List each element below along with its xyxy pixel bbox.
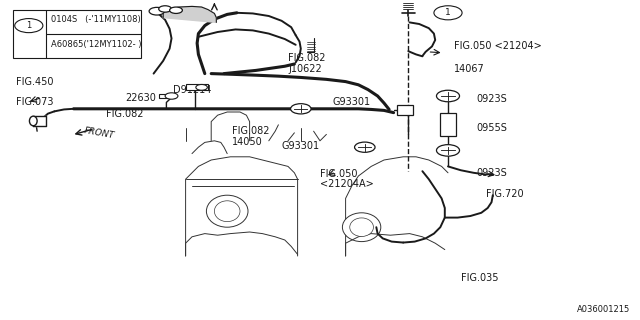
Text: G93301: G93301 <box>333 97 371 108</box>
Circle shape <box>434 6 462 20</box>
Text: A036001215: A036001215 <box>577 305 630 314</box>
Circle shape <box>436 90 460 102</box>
Bar <box>159 94 175 98</box>
Text: 1: 1 <box>445 8 451 17</box>
Polygon shape <box>163 6 216 22</box>
Circle shape <box>15 19 43 33</box>
Bar <box>440 113 456 136</box>
Circle shape <box>165 93 178 99</box>
Ellipse shape <box>342 213 381 242</box>
Text: A60865('12MY1102- ): A60865('12MY1102- ) <box>51 40 141 49</box>
Circle shape <box>149 7 164 15</box>
Text: FIG.082: FIG.082 <box>288 52 326 63</box>
Text: 0104S   (-'11MY1108): 0104S (-'11MY1108) <box>51 15 141 24</box>
Text: 1: 1 <box>26 21 31 30</box>
Text: FIG.073: FIG.073 <box>16 97 54 108</box>
Ellipse shape <box>206 195 248 227</box>
Text: 0923S: 0923S <box>477 94 508 104</box>
Text: FRONT: FRONT <box>83 126 115 140</box>
Bar <box>13 10 141 58</box>
Bar <box>186 84 208 90</box>
Text: D91214: D91214 <box>173 84 211 95</box>
Text: FIG.050 <21204>: FIG.050 <21204> <box>454 41 542 52</box>
Polygon shape <box>33 116 46 126</box>
Circle shape <box>355 142 375 152</box>
Text: FIG.082: FIG.082 <box>232 126 269 136</box>
Text: 0923S: 0923S <box>477 168 508 178</box>
Text: FIG.082: FIG.082 <box>106 108 143 119</box>
Ellipse shape <box>29 116 37 126</box>
Bar <box>397 105 413 115</box>
Text: 14050: 14050 <box>232 137 262 148</box>
Text: 22630: 22630 <box>125 92 156 103</box>
Text: FIG.035: FIG.035 <box>461 273 499 284</box>
Text: J10622: J10622 <box>288 64 322 74</box>
Circle shape <box>436 145 460 156</box>
Circle shape <box>170 7 182 13</box>
Circle shape <box>196 84 207 90</box>
Text: G93301: G93301 <box>282 140 320 151</box>
Circle shape <box>159 6 172 12</box>
Ellipse shape <box>349 218 373 236</box>
Text: FIG.050: FIG.050 <box>320 169 358 180</box>
Circle shape <box>291 104 311 114</box>
Text: <21204A>: <21204A> <box>320 179 374 189</box>
Text: 0955S: 0955S <box>477 123 508 133</box>
Ellipse shape <box>214 201 240 222</box>
Text: FIG.450: FIG.450 <box>16 76 54 87</box>
Text: 14067: 14067 <box>454 64 485 74</box>
Text: FIG.720: FIG.720 <box>486 188 524 199</box>
